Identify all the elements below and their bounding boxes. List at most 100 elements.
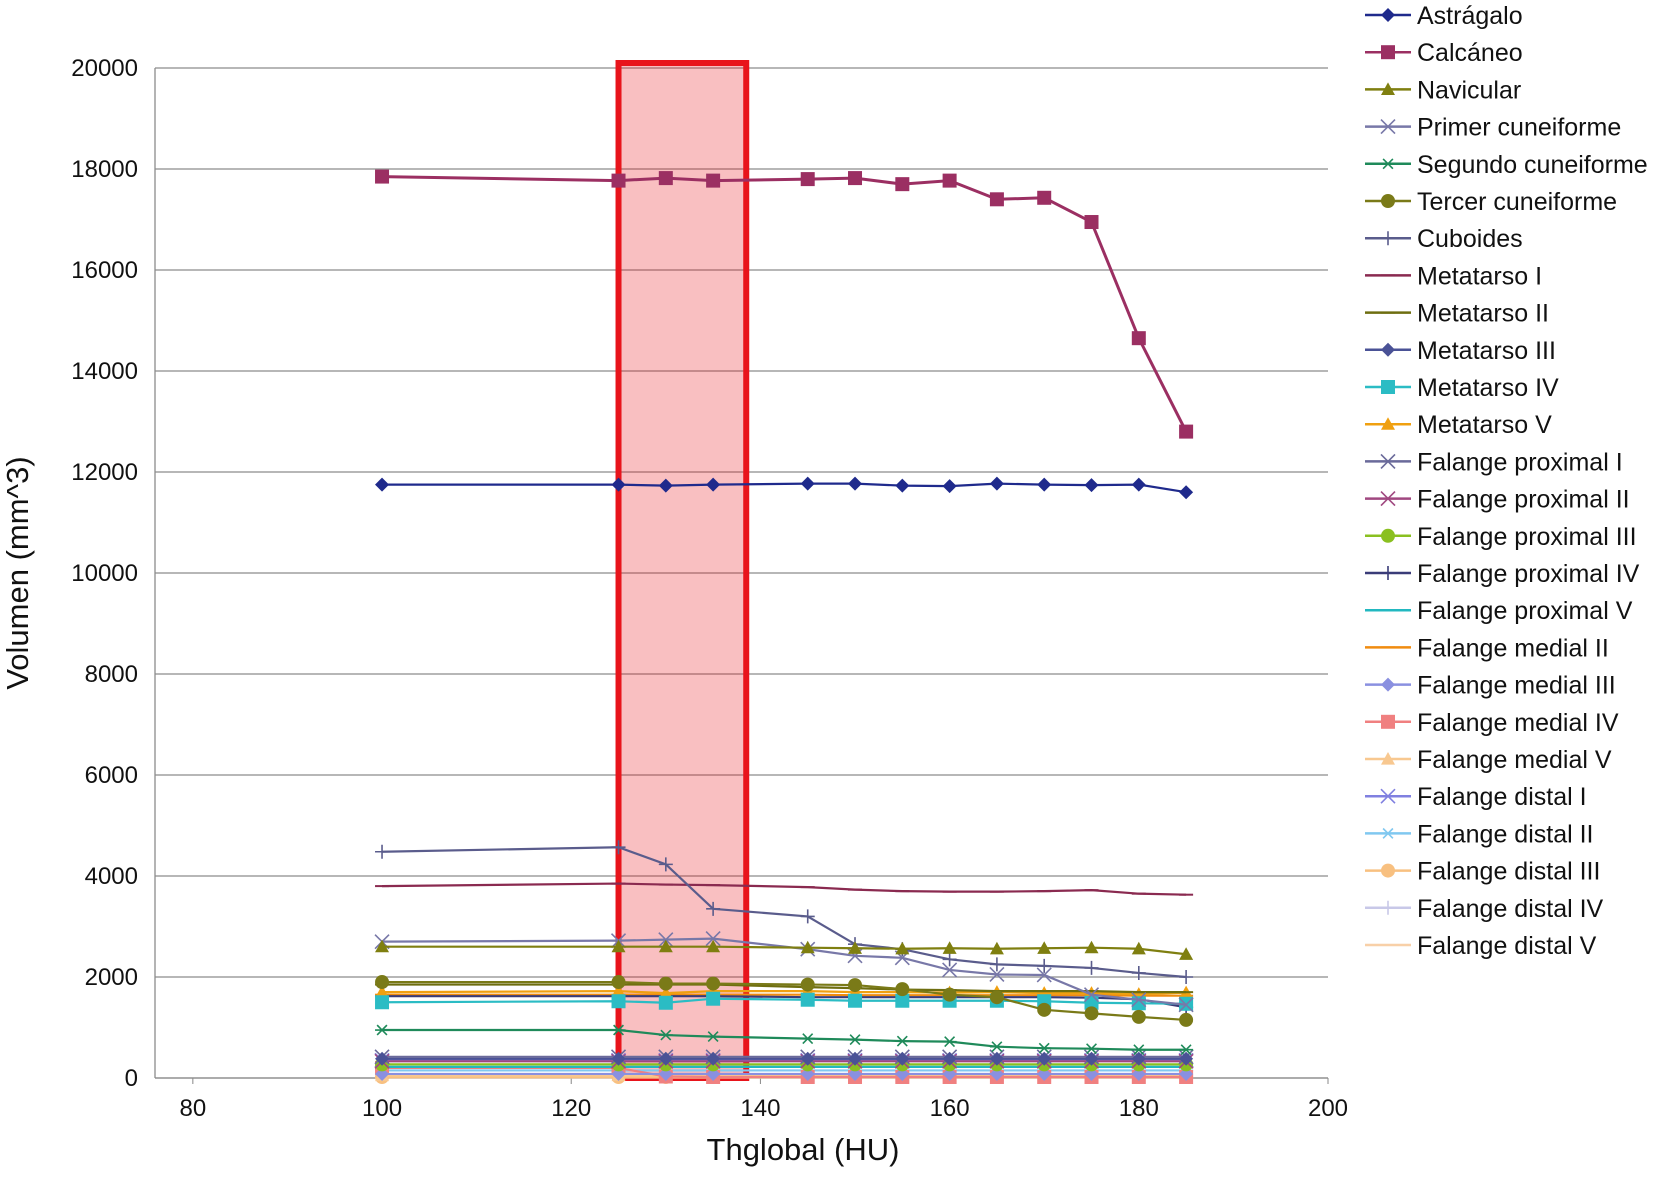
legend-item: Falange medial III — [1365, 672, 1616, 700]
marker — [1381, 863, 1395, 878]
marker — [658, 857, 673, 872]
marker — [800, 476, 815, 491]
legend-item: Metatarso I — [1365, 262, 1542, 290]
marker — [1381, 900, 1395, 915]
y-tick-label: 16000 — [71, 257, 138, 284]
y-tick-label: 2000 — [85, 964, 138, 991]
marker — [942, 1066, 957, 1081]
marker — [1131, 1044, 1146, 1056]
marker — [989, 957, 1004, 972]
marker — [1381, 8, 1395, 22]
marker — [800, 909, 815, 924]
legend-label: Cuboides — [1417, 225, 1523, 253]
y-tick-label: 14000 — [71, 358, 138, 385]
legend-label: Segundo cuneiforme — [1417, 151, 1648, 179]
marker — [989, 1066, 1004, 1081]
marker — [1380, 119, 1396, 135]
marker — [1381, 566, 1395, 580]
marker — [848, 1034, 863, 1046]
marker — [658, 1051, 673, 1066]
series — [375, 840, 1194, 984]
legend-item: Astrágalo — [1365, 2, 1523, 30]
marker — [1084, 1043, 1099, 1055]
marker — [1381, 158, 1395, 170]
y-tick-label: 18000 — [71, 156, 138, 183]
marker — [942, 1036, 957, 1048]
legend-item: Metatarso III — [1365, 337, 1556, 365]
marker — [658, 939, 673, 953]
marker — [989, 1051, 1004, 1066]
legend-item: Cuboides — [1365, 225, 1523, 253]
marker — [1381, 827, 1395, 839]
marker — [706, 976, 721, 991]
marker — [1179, 1066, 1194, 1081]
marker — [1380, 788, 1396, 804]
x-tick-label: 80 — [179, 1095, 206, 1122]
legend-item: Tercer cuneiforme — [1365, 188, 1617, 216]
legend-label: Calcáneo — [1417, 39, 1523, 67]
marker — [942, 952, 957, 967]
marker — [375, 844, 390, 859]
series-line — [382, 1028, 1187, 1051]
series-line — [382, 175, 1188, 433]
series — [375, 991, 1194, 1011]
series-line — [382, 882, 1187, 896]
legend-item: Falange medial IV — [1365, 709, 1619, 737]
y-tick-label: 20000 — [71, 55, 138, 82]
marker — [1037, 1051, 1052, 1066]
marker — [611, 994, 626, 1009]
marker — [1084, 940, 1099, 954]
marker — [895, 982, 910, 997]
marker — [611, 840, 626, 855]
marker — [1037, 1042, 1052, 1054]
legend-label: Falange distal V — [1417, 932, 1597, 960]
legend-label: Falange proximal V — [1417, 597, 1633, 625]
marker — [705, 931, 721, 947]
legend-label: Falange proximal IV — [1417, 560, 1640, 588]
marker — [1084, 1051, 1099, 1066]
legend-item: Falange proximal III — [1365, 523, 1637, 551]
y-tick-label: 12000 — [71, 459, 138, 486]
marker — [1380, 453, 1396, 469]
marker — [1131, 1066, 1146, 1081]
marker — [658, 478, 673, 493]
marker — [658, 995, 673, 1010]
marker — [611, 1051, 626, 1066]
legend-label: Falange distal II — [1417, 820, 1594, 848]
legend-label: Falange distal I — [1417, 783, 1587, 811]
marker — [942, 479, 957, 494]
marker — [895, 177, 910, 192]
marker — [942, 987, 957, 1002]
marker — [1179, 1051, 1194, 1066]
marker — [1381, 380, 1395, 394]
x-tick-label: 200 — [1308, 1095, 1348, 1122]
marker — [1131, 477, 1146, 492]
marker — [1037, 1066, 1052, 1081]
marker — [800, 1066, 815, 1081]
series-line — [382, 945, 1187, 956]
marker — [1037, 1002, 1052, 1017]
highlight-box — [615, 60, 750, 1081]
legend-label: Falange proximal III — [1417, 523, 1637, 551]
marker — [706, 1066, 721, 1081]
legend-item: Primer cuneiforme — [1365, 114, 1621, 142]
marker — [800, 940, 815, 954]
y-tick-label: 10000 — [71, 560, 138, 587]
marker — [989, 476, 1004, 491]
x-tick-label: 120 — [551, 1095, 591, 1122]
marker — [848, 993, 863, 1008]
marker — [706, 1051, 721, 1066]
legend-label: Navicular — [1417, 76, 1521, 104]
legend-label: Falange distal III — [1417, 858, 1600, 886]
x-tick-label: 160 — [930, 1095, 970, 1122]
marker — [1037, 958, 1052, 973]
marker — [895, 1035, 910, 1047]
marker — [1036, 967, 1052, 983]
marker — [1381, 45, 1395, 60]
marker — [706, 901, 721, 916]
marker — [706, 173, 721, 188]
marker — [375, 1066, 390, 1081]
marker — [848, 171, 863, 186]
marker — [375, 1024, 390, 1036]
